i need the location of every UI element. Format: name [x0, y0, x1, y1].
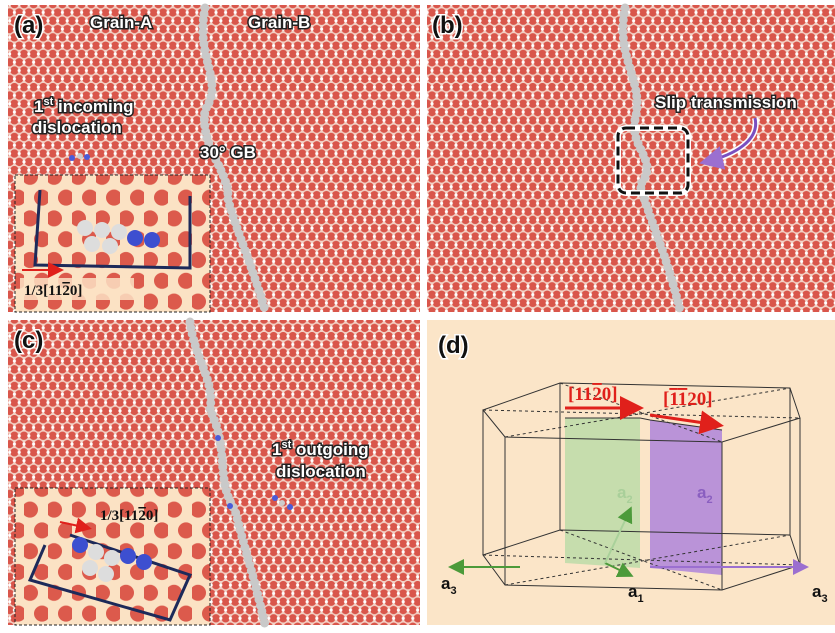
burgers-vector: 1/3[1120]	[24, 283, 82, 299]
annotation: dislocation	[276, 462, 366, 481]
panel-c: (c) 1st outgoing dislocation 1/3[1120]	[8, 320, 420, 625]
label-part: 0]	[602, 384, 618, 405]
annotation: dislocation	[32, 118, 122, 137]
label-part: 0]	[146, 508, 159, 524]
burgers-vector: 1/3[1120]	[100, 508, 158, 524]
label-part: 20]	[687, 389, 712, 410]
panel-label: (c)	[14, 327, 43, 354]
figure: (a) Grain-A Grain-B 1st incoming disloca…	[0, 0, 835, 628]
direction-label: [1120]	[568, 384, 618, 405]
green-plane	[565, 418, 640, 568]
annotation: Slip transmission	[655, 93, 797, 112]
panel-b: (b) Slip transmission	[427, 5, 835, 312]
atom-lattice	[427, 5, 835, 312]
annotation: 30° GB	[200, 143, 256, 162]
label-part: 1/3[11	[24, 283, 62, 299]
panel-label: (a)	[14, 12, 43, 39]
panel-d: (d) [1120] [1120] a2 a2 a3 a1 a3	[427, 320, 835, 625]
panel-label: (b)	[432, 12, 463, 39]
panel-a: (a) Grain-A Grain-B 1st incoming disloca…	[8, 5, 420, 312]
label-part: [11	[568, 384, 592, 405]
panel-label: (d)	[438, 332, 469, 359]
label-part: 1/3[11	[100, 508, 138, 524]
label-part: 2	[592, 384, 602, 405]
page: (a) Grain-A Grain-B 1st incoming disloca…	[0, 0, 835, 628]
direction-label: [1120]	[663, 389, 713, 410]
grain-label: Grain-B	[248, 13, 310, 32]
label-part: 2	[138, 508, 146, 524]
label-part: 1	[678, 389, 688, 410]
grain-label: Grain-A	[90, 13, 152, 32]
label-part: 2	[62, 283, 70, 299]
label-part: 0]	[70, 283, 83, 299]
